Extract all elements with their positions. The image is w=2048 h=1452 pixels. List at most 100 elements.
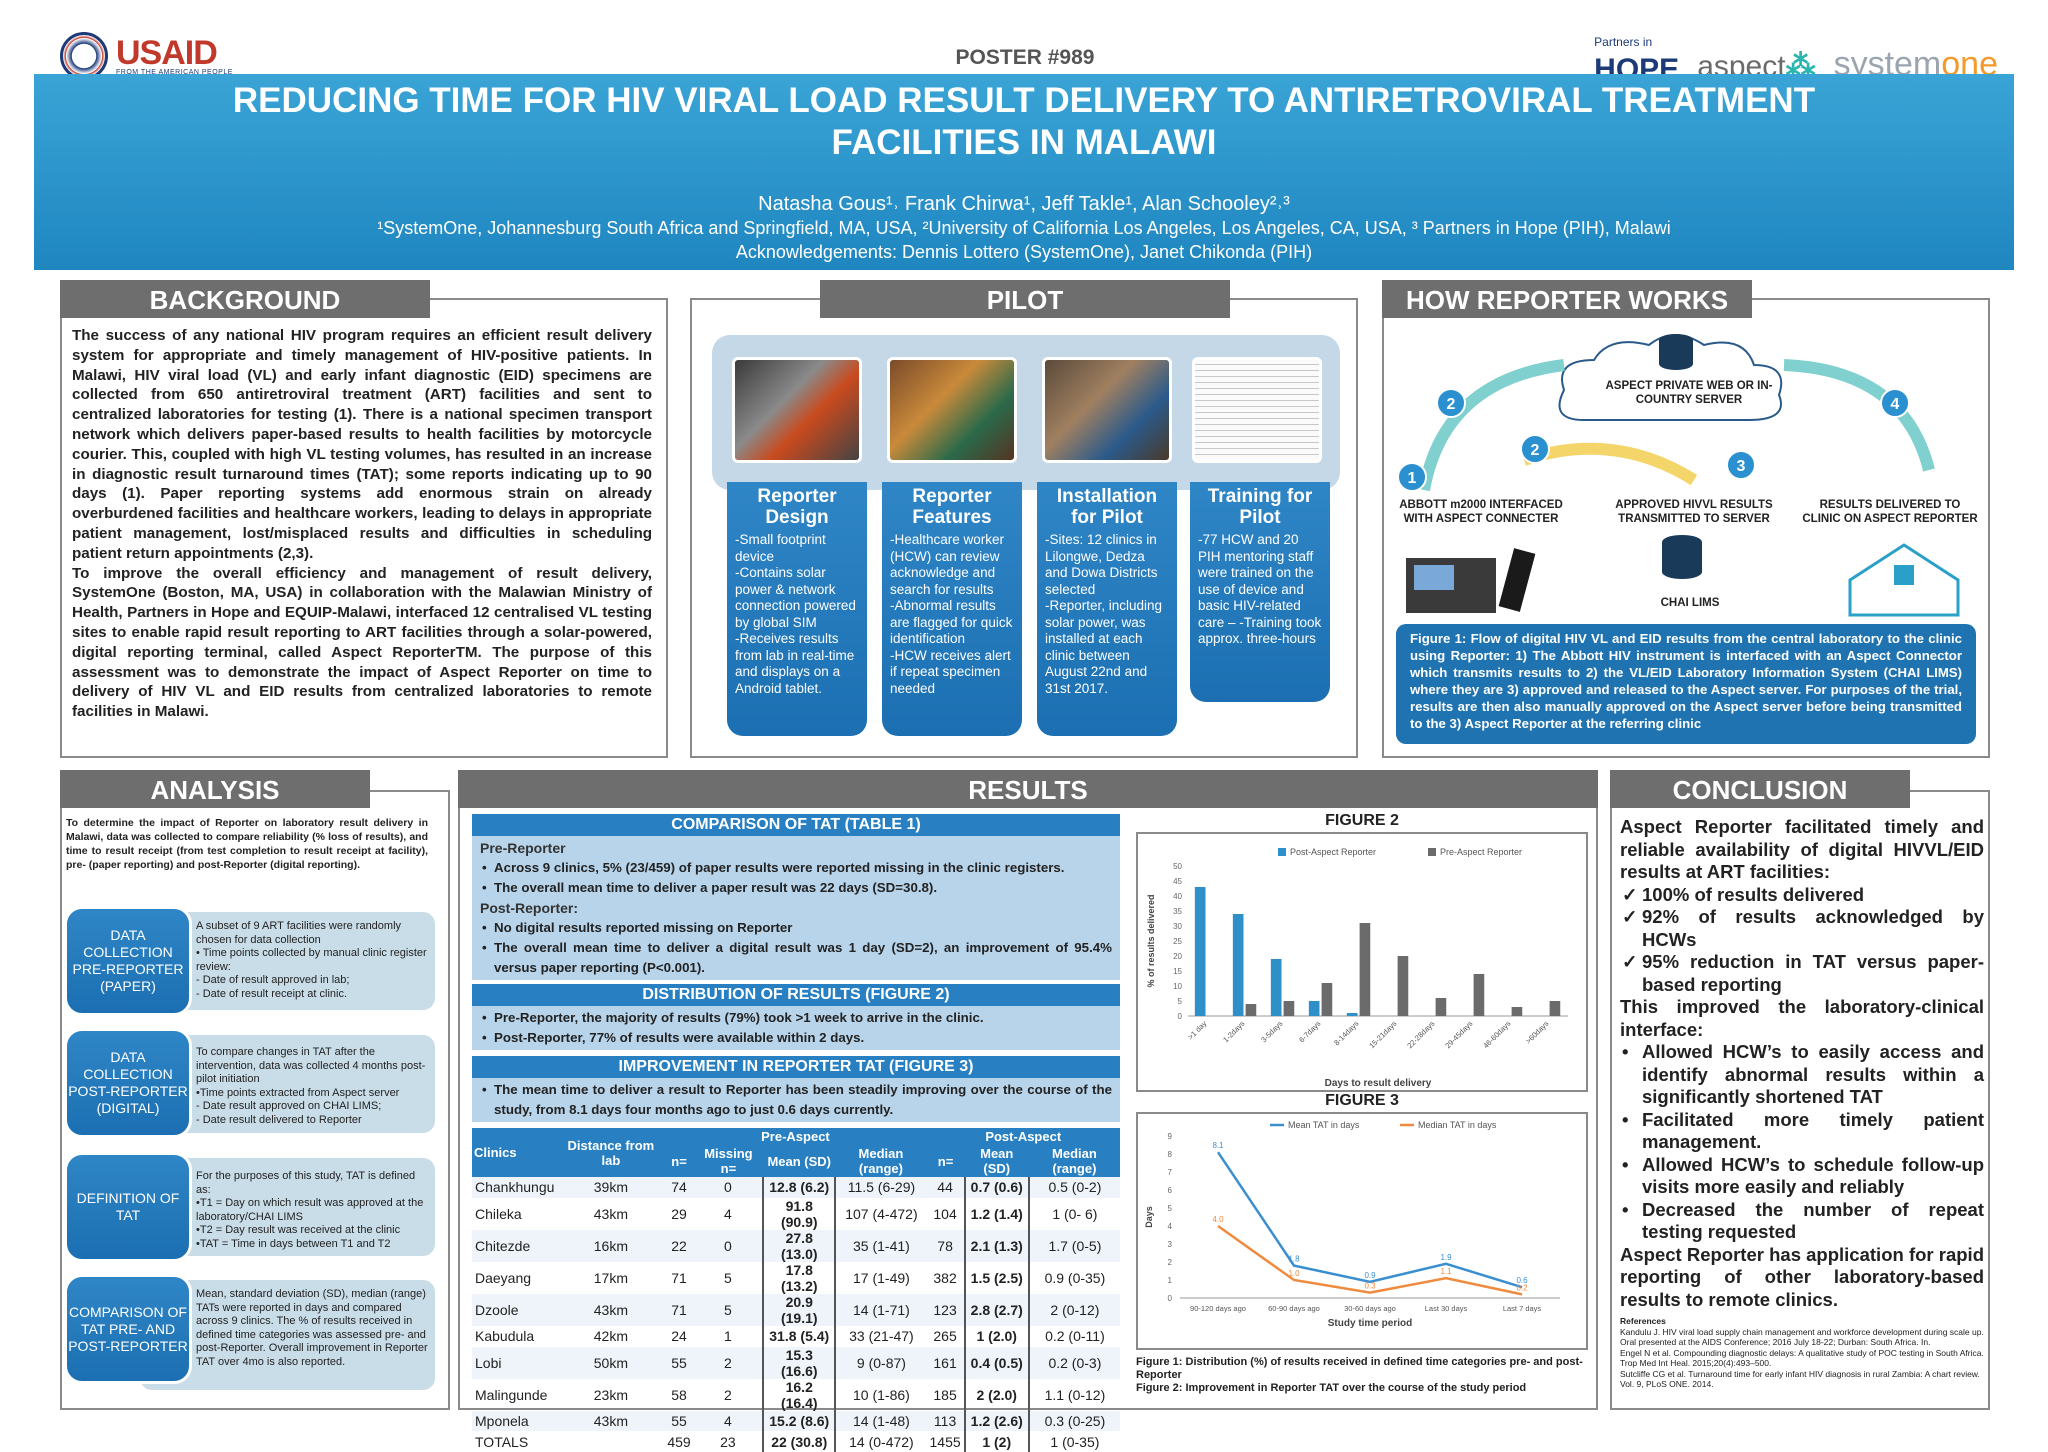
- table-cell: 43km: [593, 1205, 628, 1222]
- table-cell: 107 (4-472): [845, 1205, 918, 1222]
- y-tick-label: 1: [1168, 1276, 1173, 1285]
- table-cell: 0.5 (0-2): [1028, 1177, 1120, 1198]
- data-label: 0.6: [1516, 1276, 1528, 1285]
- table-cell: 1 (0-35): [1050, 1433, 1100, 1450]
- conclusion-closing: Aspect Reporter has application for rapi…: [1620, 1243, 1984, 1310]
- analysis-row-text: To compare changes in TAT after the inte…: [196, 1046, 426, 1126]
- x-tick-label: 6-7days: [1297, 1019, 1322, 1044]
- table-cell: 74: [664, 1177, 694, 1198]
- comparison-block: Pre-Reporter Across 9 clinics, 5% (23/45…: [472, 836, 1120, 980]
- table-cell: 459: [667, 1433, 691, 1450]
- pilot-column-title: Reporter Features: [912, 486, 992, 528]
- how-diagram: [1406, 334, 1960, 617]
- step-3-marker: 3: [1726, 450, 1756, 480]
- bullet-item: • Allowed HCW’s to easily access and iden…: [1622, 1041, 1984, 1107]
- x-tick-label: 30-60 days ago: [1344, 1304, 1396, 1313]
- acknowledgements: Acknowledgements: Dennis Lottero (System…: [735, 242, 1313, 262]
- arrow-lab-to-lims: [1522, 442, 1698, 486]
- bar: [1473, 974, 1485, 1016]
- col-pre-n: n=: [664, 1145, 694, 1177]
- table-cell: 1.5 (2.5): [963, 1261, 1030, 1294]
- database-icon: [1659, 334, 1693, 370]
- y-tick-label: 0: [1178, 1012, 1183, 1021]
- table-cell: Mponela: [472, 1410, 558, 1432]
- table-cell: 35 (1-41): [835, 1229, 927, 1262]
- chai-lims-database-icon: [1662, 535, 1702, 579]
- table-cell: Malingunde: [475, 1386, 548, 1403]
- col-post-aspect: Post-Aspect: [926, 1128, 1120, 1145]
- table-cell: 1 (2.0): [963, 1325, 1030, 1347]
- table-cell: Chankhungu: [472, 1177, 558, 1198]
- bullet-item: • Allowed HCW’s to schedule follow-up vis…: [1622, 1153, 1984, 1198]
- table-cell: 15.3 (16.6): [762, 1346, 837, 1379]
- data-label: 1.0: [1288, 1269, 1300, 1278]
- pilot-column-training: Training for Pilot -77 HCW and 20 PIH me…: [1190, 482, 1330, 702]
- y-tick-label: 50: [1173, 862, 1182, 871]
- series-line: [1217, 1224, 1523, 1296]
- y-tick-label: 45: [1173, 877, 1182, 886]
- col-clinics: Clinics: [472, 1128, 558, 1177]
- x-axis-label: Days to result delivery: [1325, 1078, 1432, 1088]
- col-post-n: n=: [926, 1145, 965, 1177]
- abbott-instrument-icon: [1406, 548, 1536, 613]
- table-cell: 2 (2.0): [963, 1378, 1030, 1411]
- affiliations: ¹SystemOne, Johannesburg South Africa an…: [377, 218, 1671, 238]
- table-row: Chankhungu 39km 74 0 12.8 (6.2) 11.5 (6-29) 44…: [472, 1177, 1120, 1198]
- analysis-row-label: DATA COLLECTION POST-REPORTER (DIGITAL): [64, 1028, 192, 1138]
- x-axis-label: Study time period: [1328, 1318, 1412, 1329]
- check-item: ✓ 100% of results delivered: [1620, 884, 1984, 907]
- bar: [1194, 887, 1206, 1016]
- table-cell: 15.2 (8.6): [762, 1410, 837, 1432]
- pilot-heading: PILOT: [820, 280, 1230, 318]
- table-cell: 78: [926, 1229, 965, 1262]
- check-text: 92% of results acknowledged by HCWs: [1642, 906, 1984, 950]
- legend-swatch: [1278, 848, 1286, 856]
- table-cell: 185: [933, 1386, 957, 1403]
- table-cell: 14 (0-472): [849, 1433, 914, 1450]
- table-cell: 123: [926, 1293, 965, 1326]
- dist-bullet-1: Pre-Reporter, the majority of results (7…: [480, 1008, 1112, 1028]
- pilot-column-installation: Installation for Pilot -Sites: 12 clinic…: [1037, 482, 1177, 736]
- table-cell: 11.5 (6-29): [835, 1177, 927, 1198]
- bullet-item: • Decreased the number of repeat testing …: [1622, 1198, 1984, 1243]
- pre-bullet-2: The overall mean time to deliver a paper…: [480, 878, 1112, 898]
- y-tick-label: 25: [1173, 937, 1182, 946]
- y-tick-label: 8: [1168, 1150, 1173, 1159]
- table-cell: 1: [724, 1328, 732, 1345]
- data-label: 4.0: [1212, 1215, 1224, 1224]
- table-cell: 161: [926, 1346, 965, 1379]
- how-heading: HOW REPORTER WORKS: [1382, 280, 1752, 318]
- x-tick-label: 15-21days: [1367, 1019, 1398, 1050]
- x-tick-label: 29-45days: [1443, 1019, 1474, 1050]
- conclusion-mid: This improved the laboratory-clinical in…: [1620, 996, 1984, 1040]
- pre-bullet-1: Across 9 clinics, 5% (23/459) of paper r…: [480, 858, 1112, 878]
- table-cell: 1455: [929, 1433, 961, 1450]
- table-cell: 1.1 (0-12): [1044, 1386, 1106, 1403]
- results-text-column: COMPARISON OF TAT (TABLE 1) Pre-Reporter…: [472, 814, 1120, 1452]
- legend-label: Post-Aspect Reporter: [1290, 847, 1376, 857]
- table-cell: 1.7 (0-5): [1028, 1229, 1120, 1262]
- post-bullet-1: No digital results reported missing on R…: [480, 918, 1112, 938]
- figure-captions: Figure 1: Distribution (%) of results re…: [1136, 1356, 1588, 1395]
- arrow-lims-to-cloud: [1664, 420, 1704, 440]
- table-cell: 17.8 (13.2): [762, 1261, 837, 1294]
- improvement-title: IMPROVEMENT IN REPORTER TAT (FIGURE 3): [472, 1056, 1120, 1078]
- analysis-row-text: For the purposes of this study, TAT is d…: [196, 1170, 424, 1250]
- arrow-cloud-to-clinic: [1783, 359, 1935, 472]
- check-text: 100% of results delivered: [1642, 883, 1865, 905]
- conclusion-checks: ✓ 100% of results delivered ✓ 92% of resul…: [1620, 884, 1984, 997]
- x-tick-label: 8-14days: [1332, 1019, 1360, 1047]
- table-row: Daeyang 17km 71 5 17.8 (13.2) 17 (1-49) 382 1.5…: [472, 1261, 1120, 1294]
- results-heading: RESULTS: [458, 770, 1598, 808]
- table-cell: 31.8 (5.4): [762, 1325, 837, 1347]
- pilot-column-title: Reporter Design: [757, 486, 837, 528]
- col-post-mean: Mean (SD): [964, 1145, 1029, 1177]
- references-title: References: [1620, 1316, 1666, 1326]
- analysis-row-text: Mean, standard deviation (SD), median (r…: [196, 1288, 428, 1368]
- table-cell: 23: [720, 1433, 736, 1450]
- bar: [1435, 998, 1447, 1016]
- legend-label: Mean TAT in days: [1288, 1120, 1360, 1130]
- bullet-text: Decreased the number of repeat testing r…: [1642, 1198, 1984, 1243]
- col-pre-aspect: Pre-Aspect: [664, 1128, 927, 1145]
- table-cell: 113: [926, 1410, 965, 1432]
